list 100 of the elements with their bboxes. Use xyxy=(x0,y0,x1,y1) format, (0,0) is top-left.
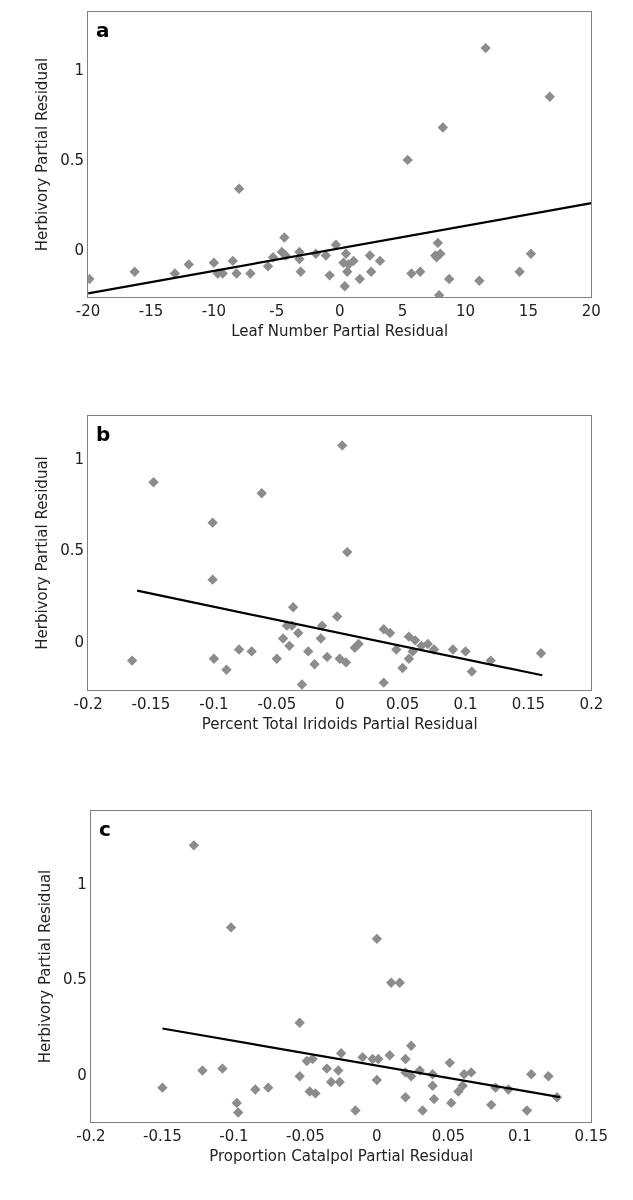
x-tick-label: -10 xyxy=(201,302,227,321)
point xyxy=(233,644,245,655)
point xyxy=(207,517,218,528)
point xyxy=(466,666,478,677)
x-tick-label: -0.15 xyxy=(143,1127,182,1146)
point xyxy=(271,653,283,664)
x-axis-title: Proportion Catalpol Partial Residual xyxy=(209,1147,474,1166)
point xyxy=(385,977,397,988)
point xyxy=(480,42,491,54)
x-tick-label: 0.15 xyxy=(574,1127,609,1146)
point xyxy=(402,154,413,166)
x-tick-label: -0.1 xyxy=(219,1127,249,1146)
point xyxy=(400,1053,411,1065)
point xyxy=(365,266,377,277)
x-tick-label: 20 xyxy=(581,302,601,321)
chart-title: a xyxy=(96,18,110,42)
point xyxy=(427,1080,438,1091)
x-tick-label: 0.05 xyxy=(385,695,420,714)
point xyxy=(348,255,359,267)
point xyxy=(231,1097,242,1109)
point xyxy=(353,638,364,650)
x-tick-label: -20 xyxy=(75,302,101,321)
point xyxy=(446,1097,457,1109)
chart-title: b xyxy=(96,422,111,446)
point xyxy=(245,268,256,279)
point xyxy=(443,273,455,285)
point xyxy=(466,1067,477,1078)
point xyxy=(403,631,415,642)
point xyxy=(262,261,274,272)
point xyxy=(437,122,449,133)
point xyxy=(415,266,426,277)
point xyxy=(263,1082,274,1093)
x-tick-label: 0 xyxy=(334,695,345,714)
y-tick-label: 1 xyxy=(77,874,87,893)
x-tick-label: 10 xyxy=(455,302,476,321)
point xyxy=(321,1063,333,1074)
point xyxy=(409,635,421,646)
point xyxy=(340,657,352,668)
point xyxy=(474,275,485,286)
point xyxy=(397,662,408,674)
point xyxy=(293,627,304,639)
point xyxy=(197,1065,208,1076)
x-tick-label: 5 xyxy=(397,302,408,321)
point xyxy=(417,1105,428,1116)
x-tick-label: 0 xyxy=(334,302,345,321)
x-tick-label: -5 xyxy=(269,302,285,321)
point xyxy=(294,1071,305,1082)
x-tick-label: 0.15 xyxy=(511,695,546,714)
y-tick-label: 0 xyxy=(77,1065,87,1084)
point xyxy=(371,1074,383,1086)
chart-title: c xyxy=(99,817,111,841)
y-axis-title: Herbivory Partial Residual xyxy=(33,57,52,252)
point xyxy=(405,1071,417,1082)
point xyxy=(324,270,335,281)
x-tick-label: 0.05 xyxy=(431,1127,466,1146)
point xyxy=(340,248,352,259)
point xyxy=(460,646,471,657)
point xyxy=(315,633,327,644)
point xyxy=(295,266,306,277)
y-axis-title: Herbivory Partial Residual xyxy=(33,456,52,650)
point xyxy=(350,1105,361,1116)
point xyxy=(335,1048,347,1059)
point xyxy=(403,653,415,664)
x-tick-label: -0.15 xyxy=(131,695,171,714)
point xyxy=(378,624,389,635)
point xyxy=(525,248,537,259)
y-tick-label: 1 xyxy=(74,449,85,468)
point xyxy=(339,280,350,292)
point xyxy=(544,91,555,102)
y-axis-title: Herbivory Partial Residual xyxy=(36,869,55,1064)
point xyxy=(354,273,366,285)
point xyxy=(384,627,396,639)
point xyxy=(233,1107,244,1118)
y-tick-label: 0 xyxy=(74,241,85,260)
point xyxy=(321,651,333,663)
point xyxy=(374,255,386,267)
point xyxy=(217,1063,228,1074)
point xyxy=(221,664,232,675)
point xyxy=(126,655,138,666)
point xyxy=(246,646,257,657)
point xyxy=(406,268,417,279)
x-tick-label: 0.1 xyxy=(507,1127,532,1146)
point xyxy=(447,644,459,655)
point xyxy=(303,646,314,657)
point xyxy=(208,257,220,268)
y-tick-label: 0.5 xyxy=(60,541,85,560)
x-tick-label: 0.2 xyxy=(579,695,604,714)
x-tick-label: -15 xyxy=(138,302,164,321)
point xyxy=(357,1051,368,1063)
point xyxy=(337,440,348,451)
x-tick-label: 0.1 xyxy=(453,695,478,714)
point xyxy=(188,840,200,851)
point xyxy=(486,1099,497,1111)
point xyxy=(535,648,547,659)
point xyxy=(256,488,267,499)
y-tick-label: 0.5 xyxy=(63,970,87,989)
point xyxy=(342,546,353,558)
x-tick-label: -0.05 xyxy=(257,695,297,714)
x-tick-label: -0.05 xyxy=(285,1127,325,1146)
point xyxy=(296,679,308,690)
